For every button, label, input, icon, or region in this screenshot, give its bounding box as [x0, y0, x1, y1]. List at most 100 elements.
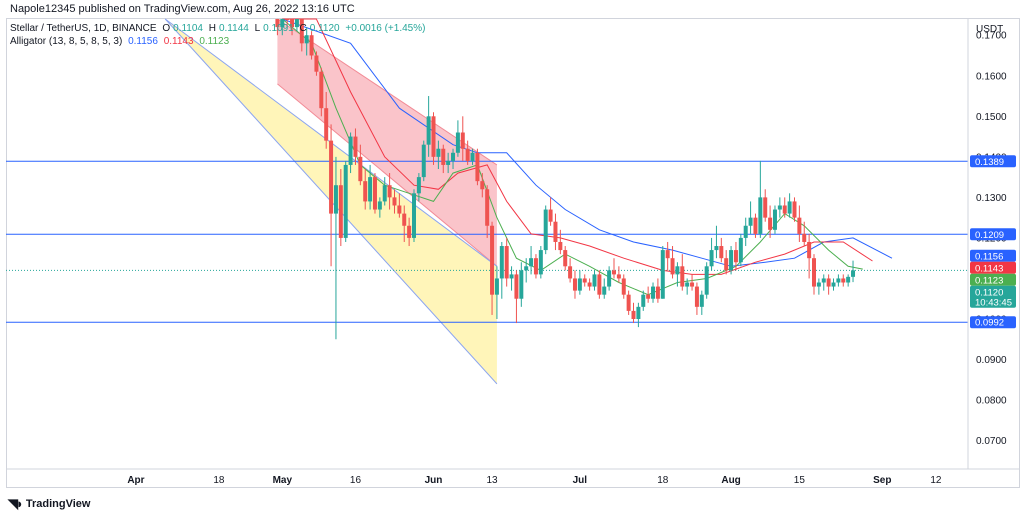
candle-body — [772, 209, 777, 230]
candle — [821, 274, 826, 291]
candle — [290, 19, 295, 36]
candle-body — [494, 278, 499, 295]
candle — [480, 173, 485, 198]
candle — [304, 27, 309, 56]
candle — [787, 193, 792, 218]
candle — [509, 266, 514, 291]
candle — [280, 19, 285, 36]
tradingview-logo-icon: ◥◗ — [8, 496, 24, 511]
candle — [436, 140, 441, 169]
candle — [460, 116, 465, 161]
candle — [397, 193, 402, 218]
candle-body — [807, 241, 812, 259]
candle-body — [499, 246, 504, 279]
candle-body — [655, 286, 660, 299]
candle-body — [738, 237, 743, 263]
candle — [416, 173, 421, 202]
symbol-name[interactable]: Stellar / TetherUS, 1D, BINANCE — [10, 23, 157, 34]
candle — [631, 302, 636, 324]
candle — [665, 241, 670, 271]
candle — [743, 217, 748, 247]
y-tick-label: 0.0900 — [976, 355, 1007, 366]
candle — [412, 189, 416, 242]
x-tick-label: Apr — [127, 475, 144, 486]
price-label-text: 0.1156 — [975, 251, 1003, 262]
candle-body — [568, 266, 573, 279]
tradingview-logo[interactable]: ◥◗ TradingView — [8, 496, 90, 512]
price-label-bg — [970, 273, 1016, 286]
candle-body — [816, 282, 821, 287]
candle — [651, 282, 656, 303]
candle-body — [826, 278, 831, 287]
candle-body — [787, 201, 792, 214]
candle-body — [426, 116, 431, 145]
price-label-bg — [970, 228, 1016, 241]
teeth-value: 0.1143 — [163, 36, 194, 47]
publish-info: Napole12345 published on TradingView.com… — [10, 3, 355, 15]
candle — [543, 205, 548, 255]
candle — [421, 140, 426, 182]
candle — [558, 229, 563, 255]
candle — [333, 156, 338, 340]
candle — [577, 270, 582, 295]
candle-body — [724, 258, 729, 271]
candle-body — [543, 209, 548, 251]
candle-body — [831, 282, 836, 287]
time-axis[interactable]: Apr 18 May 16 Jun 13 Jul 18 Aug 15 Sep 12 — [127, 475, 942, 486]
candle-body — [694, 286, 699, 307]
candle — [343, 160, 348, 242]
price-chart[interactable]: USDT0.07000.08000.09000.10000.11000.1200… — [0, 0, 1024, 496]
candle — [387, 173, 392, 210]
candle — [826, 274, 831, 295]
candle — [602, 278, 607, 299]
candle — [538, 246, 543, 279]
alligator-jaw-line — [282, 18, 893, 267]
candle — [641, 290, 646, 311]
candle-body — [680, 266, 685, 287]
candle-body — [431, 116, 436, 157]
x-tick-label: 18 — [657, 475, 669, 486]
candle-body — [777, 205, 782, 210]
candle — [816, 278, 821, 295]
candle-body — [636, 306, 641, 319]
candle-body — [280, 19, 285, 28]
x-tick-label: 13 — [486, 475, 498, 486]
candle — [831, 278, 836, 291]
candle-body — [685, 282, 690, 287]
candle — [548, 197, 553, 226]
candle — [729, 246, 734, 275]
candle-body — [651, 286, 656, 299]
candle-body — [607, 270, 612, 287]
candle-body — [377, 201, 382, 210]
candle — [563, 246, 568, 271]
candle — [597, 270, 602, 299]
y-tick-label: 0.0700 — [976, 436, 1007, 447]
candle-body — [577, 278, 582, 291]
ohlc-high: 0.1144 — [218, 23, 249, 34]
candle-body — [563, 250, 568, 267]
candle — [494, 266, 499, 319]
ohlc-low: 0.1091 — [263, 23, 294, 34]
candle-body — [382, 185, 387, 202]
candle — [680, 254, 685, 291]
price-label-text: 0.1389 — [975, 157, 1004, 168]
candle — [455, 120, 460, 157]
candle — [470, 148, 475, 165]
candle — [797, 205, 802, 242]
candle — [533, 254, 538, 279]
candle-body — [275, 19, 280, 28]
candle — [694, 282, 699, 315]
candle-body — [641, 294, 646, 307]
indicator-name[interactable]: Alligator (13, 8, 5, 8, 5, 3) — [10, 36, 123, 47]
candle — [299, 19, 304, 52]
candle-body — [729, 250, 734, 271]
candle-body — [504, 246, 509, 279]
candle — [655, 278, 660, 303]
candle-body — [548, 209, 553, 222]
ohlc-change: +0.0016 (+1.45%) — [345, 23, 426, 34]
candle — [733, 241, 738, 271]
candle-body — [304, 35, 309, 44]
candle-body — [353, 136, 358, 157]
candle — [582, 274, 587, 287]
candles — [275, 19, 856, 340]
